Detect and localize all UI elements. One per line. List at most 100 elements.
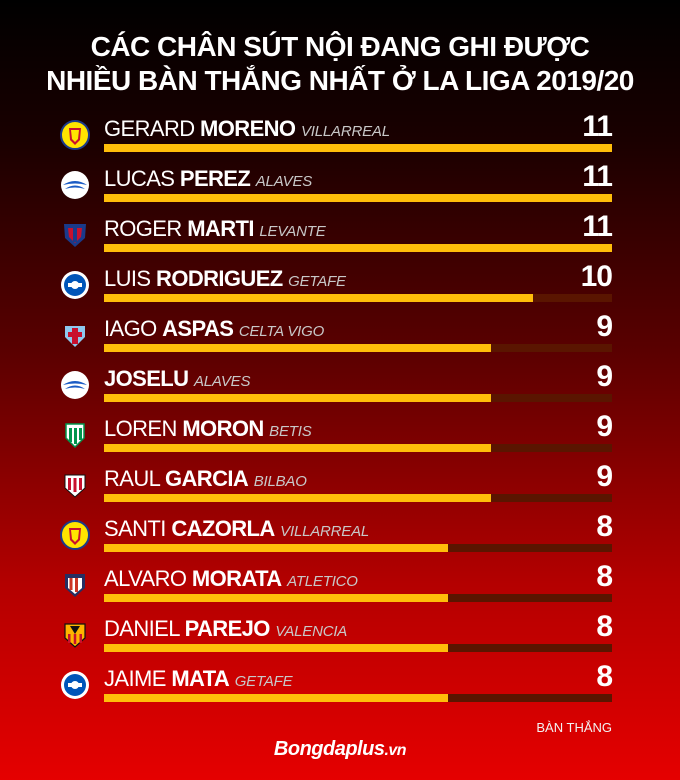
bar-row: LUCAS PEREZ ALAVES 11 [0, 160, 680, 212]
player-last-name: PEREZ [179, 166, 251, 191]
bar-value-label: 9 [596, 310, 613, 343]
villarreal-crest-icon [60, 120, 90, 150]
bar-row: LUIS RODRIGUEZ GETAFE 10 [0, 260, 680, 312]
bar-value-label: 8 [596, 660, 613, 693]
player-first-name: IAGO [104, 316, 157, 341]
player-last-name: JOSELU [104, 366, 189, 391]
player-label: LOREN MORON BETIS [104, 416, 312, 445]
bar-track [104, 244, 612, 252]
bar-value-label: 9 [596, 410, 613, 443]
bar-row: DANIEL PAREJO VALENCIA 8 [0, 610, 680, 662]
alaves-crest-icon [60, 370, 90, 400]
bar-track [104, 344, 612, 352]
bar [104, 644, 448, 652]
player-label: JOSELU ALAVES [104, 366, 250, 395]
atletico-crest-icon [60, 570, 90, 600]
brand-logo: Bongdaplus.vn [0, 738, 680, 761]
bar-value-label: 11 [582, 210, 613, 243]
player-last-name: ASPAS [162, 316, 234, 341]
chart-title: CÁC CHÂN SÚT NỘI ĐANG GHI ĐƯỢC NHIỀU BÀN… [0, 30, 680, 98]
player-last-name: MORENO [200, 116, 296, 141]
bar-row: ALVARO MORATA ATLETICO 8 [0, 560, 680, 612]
player-last-name: MORATA [191, 566, 282, 591]
club-label: GETAFE [234, 673, 293, 690]
bar-row: LOREN MORON BETIS 9 [0, 410, 680, 462]
player-label: LUIS RODRIGUEZ GETAFE [104, 266, 346, 295]
bar-value-label: 9 [596, 460, 613, 493]
bar-row: JAIME MATA GETAFE 8 [0, 660, 680, 712]
bar [104, 494, 491, 502]
alaves-crest-icon [60, 170, 90, 200]
celta-vigo-crest-icon [60, 320, 90, 350]
bar-row: JOSELU ALAVES 9 [0, 360, 680, 412]
club-label: VILLARREAL [300, 123, 390, 140]
bar [104, 244, 612, 252]
player-label: IAGO ASPAS CELTA VIGO [104, 316, 324, 345]
player-label: SANTI CAZORLA VILLARREAL [104, 516, 369, 545]
bar-value-label: 11 [582, 160, 613, 193]
club-label: LEVANTE [259, 223, 326, 240]
club-label: ATLETICO [287, 573, 358, 590]
player-label: LUCAS PEREZ ALAVES [104, 166, 312, 195]
valencia-crest-icon [60, 620, 90, 650]
player-first-name: LUIS [104, 266, 151, 291]
bar-track [104, 644, 612, 652]
bar-value-label: 8 [596, 560, 613, 593]
bar [104, 694, 448, 702]
bar [104, 294, 533, 302]
title-line-2: NHIỀU BÀN THẮNG NHẤT Ở LA LIGA 2019/20 [46, 65, 634, 96]
bar-track [104, 544, 612, 552]
bilbao-crest-icon [60, 470, 90, 500]
bar-track [104, 294, 612, 302]
player-label: ROGER MARTI LEVANTE [104, 216, 326, 245]
player-first-name: LOREN [104, 416, 177, 441]
levante-crest-icon [60, 220, 90, 250]
player-last-name: CAZORLA [171, 516, 275, 541]
bar-track [104, 394, 612, 402]
player-last-name: MATA [171, 666, 230, 691]
bar-row: ROGER MARTI LEVANTE 11 [0, 210, 680, 262]
brand-suffix: .vn [384, 742, 407, 759]
bar [104, 394, 491, 402]
bar-value-label: 9 [596, 360, 613, 393]
bar-track [104, 444, 612, 452]
getafe-crest-icon [60, 270, 90, 300]
bar-row: IAGO ASPAS CELTA VIGO 9 [0, 310, 680, 362]
player-label: JAIME MATA GETAFE [104, 666, 293, 695]
club-label: BETIS [269, 423, 312, 440]
club-label: VILLARREAL [280, 523, 370, 540]
bar [104, 594, 448, 602]
bar-track [104, 194, 612, 202]
getafe-crest-icon [60, 670, 90, 700]
bar [104, 144, 612, 152]
club-label: VALENCIA [275, 623, 348, 640]
player-last-name: GARCIA [164, 466, 249, 491]
bar-row: GERARD MORENO VILLARREAL 11 [0, 110, 680, 162]
bar-track [104, 694, 612, 702]
club-label: GETAFE [288, 273, 346, 290]
player-last-name: RODRIGUEZ [156, 266, 283, 291]
bar-row: RAUL GARCIA BILBAO 9 [0, 460, 680, 512]
bar [104, 194, 612, 202]
brand-name: Bongdaplus [273, 738, 385, 760]
player-last-name: MARTI [187, 216, 254, 241]
player-last-name: PAREJO [184, 616, 271, 641]
player-first-name: SANTI [104, 516, 166, 541]
player-first-name: ROGER [104, 216, 182, 241]
bar-value-label: 10 [580, 260, 613, 293]
bar-track [104, 594, 612, 602]
bar [104, 544, 448, 552]
bar-track [104, 494, 612, 502]
bar [104, 444, 491, 452]
player-first-name: RAUL [104, 466, 160, 491]
bar-row: SANTI CAZORLA VILLARREAL 8 [0, 510, 680, 562]
player-first-name: LUCAS [104, 166, 175, 191]
club-label: CELTA VIGO [238, 323, 325, 340]
betis-crest-icon [60, 420, 90, 450]
club-label: ALAVES [255, 173, 313, 190]
player-label: DANIEL PAREJO VALENCIA [104, 616, 347, 645]
player-label: ALVARO MORATA ATLETICO [104, 566, 358, 595]
bar-value-label: 8 [596, 610, 613, 643]
player-first-name: GERARD [104, 116, 195, 141]
player-first-name: JAIME [104, 666, 166, 691]
